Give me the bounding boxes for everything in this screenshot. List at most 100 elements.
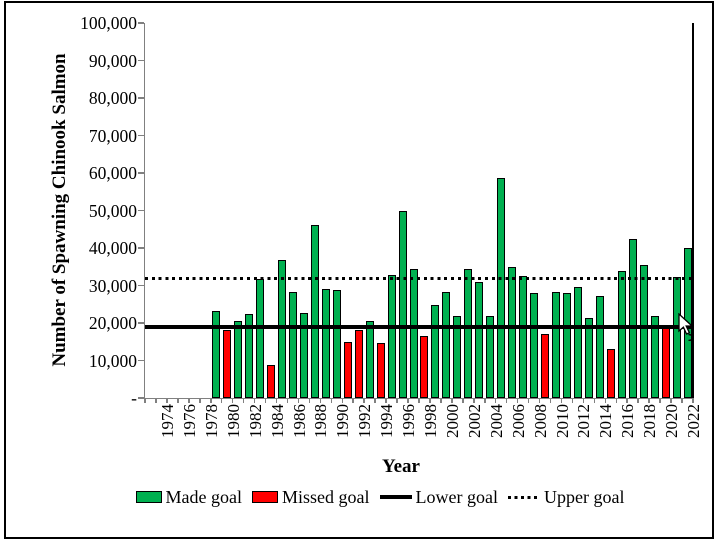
bar-2000	[431, 305, 440, 398]
x-tick	[242, 398, 245, 403]
x-tick	[494, 398, 497, 403]
x-tick	[286, 398, 289, 403]
x-tick	[505, 398, 508, 403]
x-tick-label: 1978	[201, 404, 221, 438]
bar-1986	[278, 260, 286, 398]
y-tick	[138, 284, 144, 287]
x-tick	[188, 398, 190, 403]
x-tick	[440, 398, 442, 403]
x-tick	[341, 398, 344, 403]
bar-2014	[584, 318, 593, 398]
x-tick	[177, 398, 179, 403]
bar-2018	[628, 239, 637, 398]
bar-1999	[420, 336, 429, 398]
x-tick	[626, 398, 628, 403]
x-tick-label: 2000	[442, 404, 462, 438]
bar-2002	[453, 315, 462, 398]
bar-1995	[376, 343, 385, 398]
x-tick-label: 1984	[267, 404, 287, 438]
y-tick-label: 40,000	[88, 238, 137, 258]
x-tick	[473, 398, 475, 403]
x-tick	[582, 398, 585, 403]
x-tick	[210, 398, 212, 403]
y-tick	[138, 97, 144, 99]
y-tick-label: -	[131, 388, 137, 408]
y-tick	[138, 247, 144, 249]
bar-1998	[409, 269, 418, 398]
y-tick-label: 30,000	[88, 275, 137, 296]
legend: Made goal Missed goal Lower goal Upper g…	[60, 484, 700, 510]
bar-2013	[573, 287, 582, 398]
x-tick	[275, 398, 278, 403]
y-tick-label: 100,000	[80, 13, 137, 33]
x-tick-label: 1974	[157, 404, 177, 438]
x-tick-label: 1980	[223, 404, 243, 438]
y-tick	[138, 397, 144, 399]
x-tick-label: 2006	[508, 404, 528, 438]
y-tick	[138, 359, 144, 362]
bar-1989	[310, 225, 319, 398]
y-tick	[138, 322, 144, 324]
bar-2003	[464, 269, 473, 398]
x-tick	[407, 398, 409, 403]
legend-label: Lower goal	[415, 486, 498, 507]
bar-2006	[497, 178, 506, 398]
x-tick-label: 1988	[311, 404, 331, 438]
x-tick-label: 2012	[574, 404, 594, 438]
x-tick	[681, 398, 683, 403]
bar-1992	[343, 342, 352, 398]
x-tick	[396, 398, 398, 403]
y-tick-label: 70,000	[88, 125, 137, 146]
x-tick	[648, 398, 650, 403]
bar-1981	[223, 330, 232, 398]
y-tick-label: 90,000	[88, 50, 137, 71]
plot-right-border	[691, 23, 694, 398]
x-tick	[538, 398, 541, 403]
x-tick	[429, 398, 431, 403]
bar-1987	[288, 291, 297, 398]
legend-label: Upper goal	[543, 486, 625, 507]
bar-1988	[299, 313, 308, 398]
bar-2012	[562, 292, 571, 398]
y-tick-label: 60,000	[88, 163, 137, 183]
y-tick-label: 10,000	[88, 350, 137, 371]
missed-goal-swatch-icon	[252, 491, 279, 503]
bar-2015	[595, 295, 604, 398]
x-tick	[231, 398, 234, 403]
bar-1984	[256, 278, 265, 398]
bar-2007	[508, 267, 517, 398]
x-tick	[659, 398, 661, 403]
y-tick-label: 20,000	[88, 313, 137, 333]
y-tick-label: 80,000	[88, 88, 137, 108]
bar-2017	[617, 270, 626, 398]
x-tick	[155, 398, 157, 403]
lower-goal-line	[145, 325, 692, 329]
bar-2008	[519, 275, 528, 398]
x-tick	[253, 398, 256, 403]
x-tick	[451, 398, 453, 403]
x-tick	[593, 398, 596, 403]
x-tick	[199, 398, 201, 403]
bar-1990	[321, 289, 330, 398]
x-tick-label: 2004	[486, 404, 506, 438]
x-tick-label: 2020	[662, 404, 682, 438]
x-tick	[462, 398, 464, 403]
x-tick-label: 1996	[399, 404, 419, 438]
x-tick-label: 2016	[618, 404, 638, 438]
x-tick	[352, 398, 354, 403]
legend-item-missed-goal: Missed goal	[252, 487, 370, 508]
bar-1982	[234, 320, 243, 398]
x-tick	[374, 398, 376, 403]
legend-label: Missed goal	[282, 486, 370, 507]
y-tick	[138, 22, 144, 24]
legend-item-lower-goal: Lower goal	[379, 486, 498, 508]
lower-goal-line-icon	[379, 495, 412, 499]
x-tick-label: 2008	[530, 404, 550, 438]
x-tick	[330, 398, 333, 403]
x-tick	[560, 398, 563, 403]
y-tick	[138, 59, 144, 62]
upper-goal-line-icon	[507, 495, 540, 499]
x-tick	[670, 398, 672, 403]
bar-2009	[530, 293, 539, 398]
